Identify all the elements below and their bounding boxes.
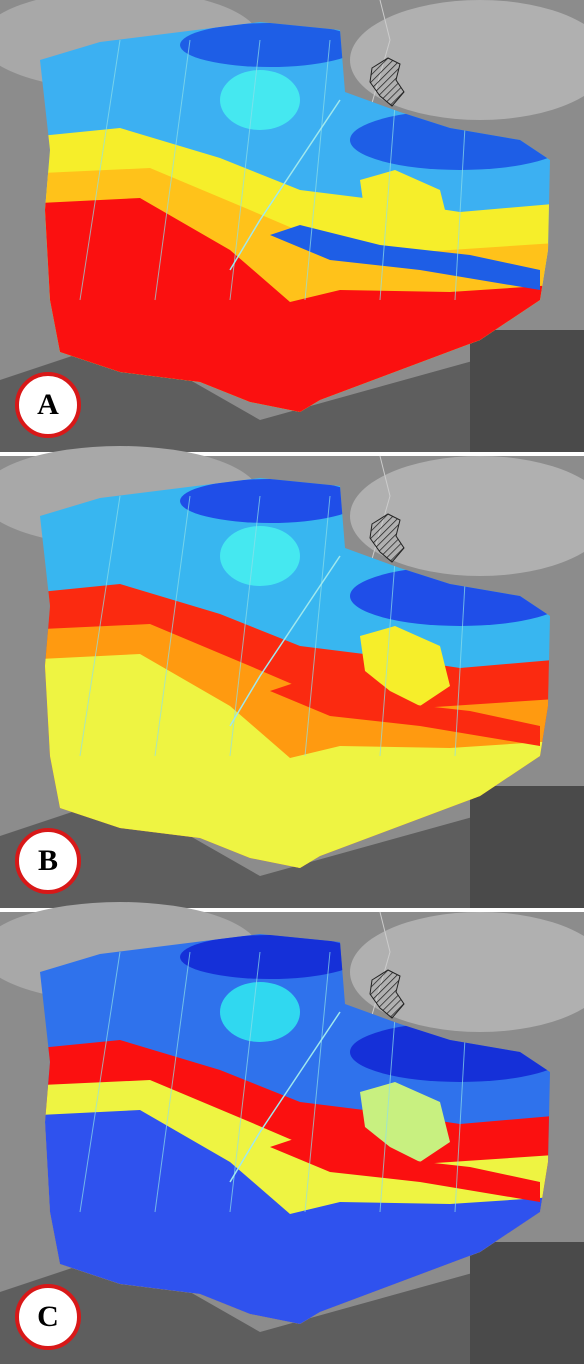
panel-label: B bbox=[38, 844, 58, 877]
terrain-texture bbox=[470, 786, 584, 908]
zone bbox=[180, 935, 360, 979]
terrain-texture bbox=[470, 1242, 584, 1364]
zone bbox=[220, 526, 300, 586]
map-panel: A bbox=[0, 0, 584, 460]
panel-label: A bbox=[37, 388, 59, 421]
zone bbox=[180, 23, 360, 67]
map-panel: C bbox=[0, 902, 584, 1365]
map-panel: B bbox=[0, 446, 584, 916]
terrain-texture bbox=[470, 330, 584, 452]
map-figure: A B C bbox=[0, 0, 584, 1365]
zone bbox=[220, 982, 300, 1042]
zone bbox=[220, 70, 300, 130]
panel-label: C bbox=[37, 1300, 59, 1333]
zone bbox=[180, 479, 360, 523]
